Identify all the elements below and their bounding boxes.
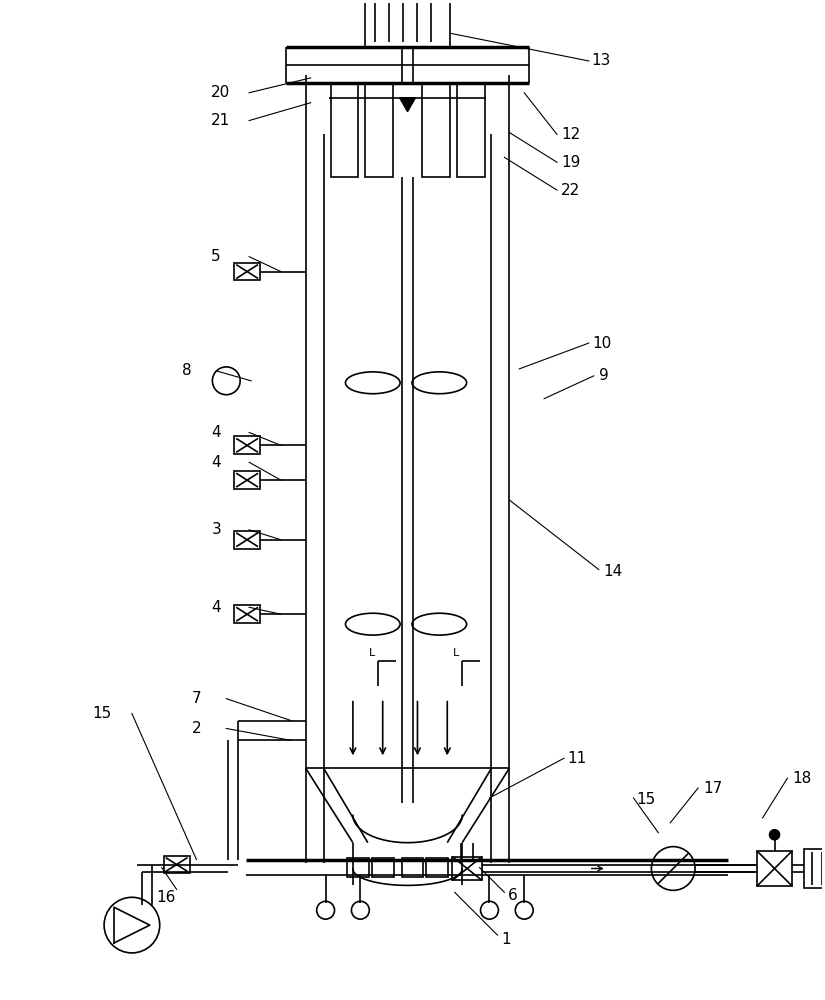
Text: 5: 5 bbox=[211, 249, 221, 264]
Text: 19: 19 bbox=[561, 155, 580, 170]
Text: 4: 4 bbox=[211, 455, 221, 470]
Text: 10: 10 bbox=[593, 336, 612, 351]
Bar bbox=[365, 83, 394, 177]
Bar bbox=[804, 849, 825, 888]
Text: 21: 21 bbox=[211, 113, 231, 128]
Bar bbox=[372, 858, 394, 877]
Text: 20: 20 bbox=[211, 85, 231, 100]
Bar bbox=[757, 851, 793, 886]
Text: 7: 7 bbox=[191, 691, 201, 706]
Text: 15: 15 bbox=[636, 792, 656, 807]
Bar bbox=[331, 83, 358, 177]
Text: 1: 1 bbox=[502, 932, 511, 947]
Bar bbox=[457, 83, 484, 177]
Bar bbox=[234, 436, 260, 454]
Text: 15: 15 bbox=[92, 706, 111, 721]
Circle shape bbox=[516, 901, 533, 919]
Bar bbox=[234, 605, 260, 623]
Text: 12: 12 bbox=[561, 127, 580, 142]
Text: 16: 16 bbox=[157, 890, 176, 905]
Text: 22: 22 bbox=[561, 183, 580, 198]
Text: 13: 13 bbox=[592, 53, 611, 68]
Polygon shape bbox=[399, 98, 416, 112]
Bar bbox=[234, 263, 260, 280]
Circle shape bbox=[104, 897, 160, 953]
Text: 4: 4 bbox=[211, 425, 221, 440]
Text: 11: 11 bbox=[567, 751, 587, 766]
Text: 3: 3 bbox=[211, 522, 221, 537]
Bar bbox=[347, 858, 369, 877]
Circle shape bbox=[317, 901, 334, 919]
Bar bbox=[422, 83, 450, 177]
Text: 9: 9 bbox=[599, 368, 609, 383]
Text: L: L bbox=[453, 648, 460, 658]
Text: 8: 8 bbox=[182, 363, 191, 378]
Bar bbox=[234, 531, 260, 549]
Text: 4: 4 bbox=[211, 600, 221, 615]
Ellipse shape bbox=[346, 372, 400, 394]
Ellipse shape bbox=[412, 613, 467, 635]
Bar bbox=[365, 0, 450, 47]
Circle shape bbox=[652, 847, 695, 890]
Ellipse shape bbox=[346, 613, 400, 635]
Circle shape bbox=[212, 367, 240, 395]
Text: L: L bbox=[369, 648, 375, 658]
Circle shape bbox=[351, 901, 370, 919]
Ellipse shape bbox=[412, 372, 467, 394]
Circle shape bbox=[770, 830, 780, 840]
Bar bbox=[427, 858, 448, 877]
Bar bbox=[402, 858, 423, 877]
Circle shape bbox=[480, 901, 498, 919]
Text: 17: 17 bbox=[703, 781, 722, 796]
Text: 2: 2 bbox=[191, 721, 201, 736]
Text: 18: 18 bbox=[793, 771, 812, 786]
Text: 14: 14 bbox=[604, 564, 623, 579]
Bar bbox=[452, 857, 482, 880]
Text: 6: 6 bbox=[508, 888, 518, 903]
Bar bbox=[163, 856, 190, 873]
Bar bbox=[234, 471, 260, 489]
